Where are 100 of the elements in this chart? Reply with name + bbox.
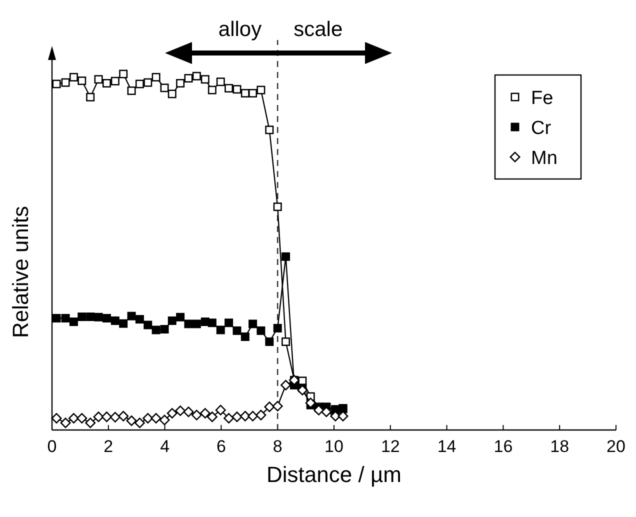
point <box>85 418 96 428</box>
point <box>166 408 178 419</box>
point <box>305 398 316 408</box>
point <box>200 75 210 84</box>
point <box>78 76 86 86</box>
point <box>119 319 128 328</box>
point <box>127 312 136 320</box>
point <box>232 85 242 94</box>
x-tick-label: 4 <box>160 437 170 456</box>
point <box>176 79 185 88</box>
point <box>150 413 162 424</box>
point <box>175 406 186 416</box>
point <box>126 415 137 426</box>
point <box>144 78 152 87</box>
point <box>200 408 210 419</box>
point <box>208 318 216 328</box>
point <box>94 75 103 84</box>
point <box>183 406 194 418</box>
point <box>110 316 120 325</box>
x-tick-label: 18 <box>550 437 570 456</box>
point <box>142 413 154 424</box>
point <box>152 72 160 82</box>
point <box>232 412 242 422</box>
point <box>192 72 201 80</box>
x-tick-label: 10 <box>324 437 344 456</box>
legend-label: Fe <box>531 88 554 109</box>
point <box>215 404 226 416</box>
point <box>69 72 78 82</box>
point <box>256 86 266 94</box>
point <box>61 78 70 87</box>
point <box>248 88 258 98</box>
point <box>93 412 104 422</box>
legend-label: Cr <box>531 118 552 139</box>
y-axis-title: Relative units <box>8 206 33 338</box>
point <box>68 413 79 424</box>
point <box>265 337 274 346</box>
point <box>248 410 258 422</box>
point <box>191 410 202 420</box>
x-tick-label: 16 <box>494 437 513 456</box>
x-tick-label: 12 <box>380 437 400 456</box>
text: alloy <box>218 18 262 41</box>
point <box>232 326 242 335</box>
point <box>160 84 169 92</box>
point <box>282 252 290 261</box>
point <box>264 402 275 412</box>
point <box>159 414 170 426</box>
point <box>119 70 128 78</box>
point <box>52 80 61 88</box>
legend-label: Mn <box>531 148 558 169</box>
point <box>86 312 95 322</box>
x-tick-label: 20 <box>606 437 626 456</box>
point <box>192 320 201 328</box>
point <box>134 418 145 428</box>
point <box>216 326 225 334</box>
point <box>184 74 193 83</box>
point <box>272 400 283 412</box>
point <box>224 84 234 92</box>
x-tick-label: 8 <box>272 437 282 456</box>
point <box>265 126 274 134</box>
point <box>160 325 169 334</box>
point <box>101 412 112 422</box>
point <box>176 312 185 322</box>
point <box>110 76 120 86</box>
x-tick-label: 0 <box>47 437 57 456</box>
point <box>135 80 144 88</box>
point <box>102 79 111 88</box>
point <box>168 316 176 325</box>
point <box>224 318 234 328</box>
point <box>102 314 111 322</box>
point <box>168 90 176 98</box>
point <box>321 406 332 418</box>
x-tick-label: 6 <box>216 437 226 456</box>
point <box>240 332 250 341</box>
point <box>208 86 216 94</box>
point <box>240 410 250 422</box>
point <box>256 410 266 420</box>
point <box>127 86 136 95</box>
x-axis-title: Distance / µm <box>266 462 402 487</box>
point <box>110 412 120 422</box>
point <box>282 337 290 346</box>
point <box>152 326 160 334</box>
point <box>51 413 62 424</box>
point <box>184 320 193 328</box>
x-tick-label: 14 <box>437 437 456 456</box>
point <box>248 320 258 328</box>
point <box>273 202 282 212</box>
point <box>86 92 95 102</box>
point <box>76 413 88 424</box>
point <box>216 78 225 86</box>
point <box>206 412 218 422</box>
point <box>118 410 129 422</box>
text: scale <box>294 18 343 41</box>
point <box>60 418 71 428</box>
point <box>273 324 282 332</box>
point <box>256 326 266 335</box>
point <box>280 380 292 390</box>
x-tick-label: 2 <box>104 437 114 456</box>
point <box>78 312 86 322</box>
point <box>135 315 144 324</box>
point <box>144 320 152 330</box>
